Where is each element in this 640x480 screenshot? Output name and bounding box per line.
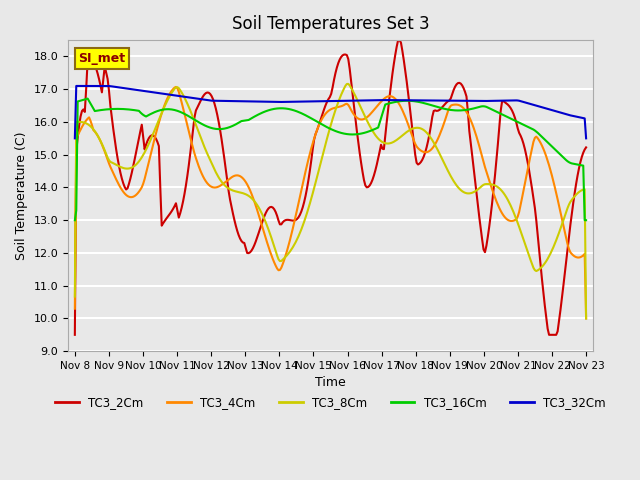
Line: TC3_2Cm: TC3_2Cm [75,40,586,335]
TC3_2Cm [223,178,231,183]
TC3_32Cm [556,109,563,115]
TC3_16Cm [71,217,79,223]
TC3_8Cm [71,294,79,300]
TC3_16Cm [582,217,590,223]
TC3_16Cm [84,96,92,101]
TC3_8Cm [249,197,257,203]
TC3_4Cm [296,194,304,200]
TC3_4Cm [225,177,232,182]
TC3_4Cm [242,179,250,185]
TC3_32Cm [296,99,304,105]
TC3_4Cm [582,315,590,321]
X-axis label: Time: Time [315,376,346,389]
Legend: TC3_2Cm, TC3_4Cm, TC3_8Cm, TC3_16Cm, TC3_32Cm: TC3_2Cm, TC3_4Cm, TC3_8Cm, TC3_16Cm, TC3… [51,391,611,414]
TC3_32Cm [72,83,80,89]
TC3_16Cm [225,125,232,131]
TC3_2Cm [556,318,563,324]
TC3_8Cm [556,230,563,236]
TC3_32Cm [582,135,590,141]
TC3_8Cm [241,191,248,196]
TC3_2Cm [241,240,248,246]
TC3_16Cm [296,109,304,115]
TC3_16Cm [556,150,563,156]
TC3_8Cm [344,81,352,87]
Line: TC3_16Cm: TC3_16Cm [75,98,586,220]
TC3_4Cm [172,84,180,90]
TC3_8Cm [294,234,302,240]
TC3_4Cm [250,198,258,204]
TC3_4Cm [556,203,563,208]
TC3_8Cm [223,185,231,191]
TC3_16Cm [135,108,143,114]
TC3_32Cm [135,87,143,93]
TC3_2Cm [394,37,402,43]
TC3_2Cm [582,144,590,150]
TC3_8Cm [582,315,590,321]
TC3_32Cm [71,135,79,141]
TC3_4Cm [71,306,79,312]
Line: TC3_8Cm: TC3_8Cm [75,84,586,318]
Line: TC3_32Cm: TC3_32Cm [75,86,586,138]
TC3_2Cm [134,142,141,148]
Line: TC3_4Cm: TC3_4Cm [75,87,586,318]
TC3_2Cm [249,245,257,251]
TC3_2Cm [294,215,302,220]
TC3_16Cm [242,118,250,123]
TC3_16Cm [250,114,258,120]
TC3_32Cm [225,98,232,104]
TC3_4Cm [134,191,141,196]
Y-axis label: Soil Temperature (C): Soil Temperature (C) [15,132,28,260]
TC3_32Cm [250,98,258,104]
Title: Soil Temperatures Set 3: Soil Temperatures Set 3 [232,15,429,33]
TC3_32Cm [242,98,250,104]
TC3_2Cm [71,332,79,338]
Text: SI_met: SI_met [79,52,125,65]
TC3_8Cm [134,160,141,166]
